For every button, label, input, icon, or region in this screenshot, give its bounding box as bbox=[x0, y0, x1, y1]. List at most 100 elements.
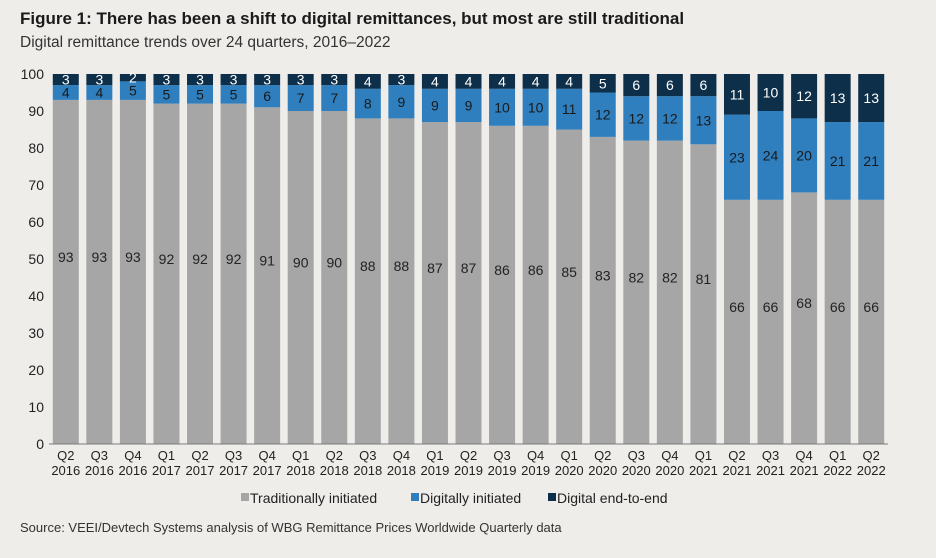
bar-segment-digital-initiated bbox=[187, 85, 214, 104]
bar-segment-digital-initiated bbox=[455, 88, 482, 123]
bar-segment-digital-initiated bbox=[287, 85, 314, 111]
bar-group: 90 7 3 bbox=[287, 72, 314, 444]
bar-segment-digital-e2e bbox=[824, 74, 851, 123]
bar-segment-digital-initiated bbox=[354, 88, 381, 119]
bar-segment-digital-initiated bbox=[858, 122, 885, 200]
x-tick-quarter: Q1 bbox=[829, 448, 846, 463]
bar-segment-digital-e2e bbox=[791, 74, 818, 119]
bar-segment-traditional bbox=[153, 103, 180, 444]
bar-group: 83 12 5 bbox=[589, 74, 616, 444]
bar-segment-digital-initiated bbox=[52, 85, 79, 100]
x-tick-quarter: Q1 bbox=[292, 448, 309, 463]
bar-segment-digital-initiated bbox=[321, 85, 348, 111]
data-label: 86 bbox=[528, 262, 544, 278]
bar-group: 82 12 6 bbox=[623, 74, 650, 444]
data-label: 7 bbox=[297, 90, 305, 106]
bar-segment-digital-e2e bbox=[656, 74, 683, 97]
data-label: 2 bbox=[129, 70, 137, 86]
x-tick-year: 2018 bbox=[353, 463, 382, 478]
data-label: 12 bbox=[629, 110, 645, 126]
y-tick-label: 30 bbox=[28, 325, 44, 341]
y-tick-label: 90 bbox=[28, 103, 44, 119]
bar-group: 91 63 bbox=[254, 72, 281, 445]
legend-swatch bbox=[241, 493, 249, 501]
data-label: 6 bbox=[666, 77, 674, 93]
data-label: 7 bbox=[330, 90, 338, 106]
x-tick-quarter: Q3 bbox=[762, 448, 779, 463]
data-label: 3 bbox=[330, 72, 338, 88]
bar-segment-digital-e2e bbox=[522, 74, 549, 89]
bar-segment-traditional bbox=[220, 103, 247, 444]
bar-segment-digital-e2e bbox=[455, 74, 482, 89]
bar-segment-digital-initiated bbox=[791, 118, 818, 193]
bar-group: 85 11 4 bbox=[556, 73, 583, 444]
x-tick-year: 2019 bbox=[420, 463, 449, 478]
data-label: 13 bbox=[696, 112, 712, 128]
data-label: 3 bbox=[163, 72, 171, 88]
data-label: 11 bbox=[562, 101, 577, 117]
bar-segment-traditional bbox=[354, 118, 381, 445]
y-tick-label: 40 bbox=[28, 288, 44, 304]
data-label: 12 bbox=[796, 88, 812, 104]
data-label: 93 bbox=[125, 249, 141, 265]
data-label: 6 bbox=[700, 77, 708, 93]
bar-group: 88 9 3 bbox=[388, 72, 415, 445]
data-label: 3 bbox=[297, 72, 305, 88]
data-label: 88 bbox=[360, 258, 376, 274]
bar-segment-digital-initiated bbox=[824, 122, 851, 200]
data-label: 4 bbox=[364, 73, 372, 89]
data-label: 82 bbox=[662, 269, 678, 285]
x-tick-year: 2017 bbox=[219, 463, 248, 478]
x-tick-year: 2019 bbox=[521, 463, 550, 478]
data-label: 3 bbox=[263, 72, 271, 88]
bar-segment-digital-e2e bbox=[187, 74, 214, 86]
bar-segment-traditional bbox=[421, 122, 448, 444]
data-label: 5 bbox=[163, 86, 171, 102]
bar-segment-traditional bbox=[388, 118, 415, 445]
data-label: 4 bbox=[565, 73, 573, 89]
data-label: 5 bbox=[196, 86, 204, 102]
bar-group: 68 20 12 bbox=[791, 74, 818, 444]
source-note: Source: VEEI/Devtech Systems analysis of… bbox=[20, 520, 562, 535]
data-label: 10 bbox=[763, 85, 779, 101]
x-tick-year: 2020 bbox=[588, 463, 617, 478]
data-label: 66 bbox=[863, 299, 879, 315]
bar-segment-digital-e2e bbox=[287, 74, 314, 86]
x-tick-year: 2016 bbox=[51, 463, 80, 478]
bar-segment-digital-initiated bbox=[153, 85, 180, 104]
x-tick-quarter: Q2 bbox=[191, 448, 208, 463]
x-tick-year: 2020 bbox=[655, 463, 684, 478]
bar-group: 66 21 13 bbox=[824, 74, 851, 444]
bar-segment-digital-e2e bbox=[858, 74, 885, 123]
data-label: 90 bbox=[293, 255, 309, 271]
legend-item: Digital end-to-end bbox=[548, 490, 668, 506]
data-label: 21 bbox=[863, 153, 879, 169]
x-tick-year: 2022 bbox=[857, 463, 886, 478]
x-tick-quarter: Q4 bbox=[258, 448, 275, 463]
x-tick-quarter: Q3 bbox=[359, 448, 376, 463]
data-label: 6 bbox=[632, 77, 640, 93]
y-tick-label: 20 bbox=[28, 362, 44, 378]
bar-segment-digital-initiated bbox=[388, 85, 415, 119]
data-label: 23 bbox=[729, 149, 745, 165]
legend-swatch bbox=[548, 493, 556, 501]
bar-segment-digital-e2e bbox=[52, 74, 79, 86]
bar-segment-traditional bbox=[791, 192, 818, 444]
x-tick-year: 2017 bbox=[152, 463, 181, 478]
bar-group: 93 43 bbox=[52, 72, 79, 445]
data-label: 21 bbox=[830, 153, 846, 169]
data-label: 13 bbox=[830, 90, 846, 106]
x-tick-year: 2016 bbox=[118, 463, 147, 478]
bar-segment-digital-e2e bbox=[321, 74, 348, 86]
bar-segment-traditional bbox=[52, 99, 79, 445]
bar-group: 81 13 6 bbox=[690, 74, 717, 445]
bar-segment-digital-initiated bbox=[656, 96, 683, 141]
x-tick-quarter: Q2 bbox=[728, 448, 745, 463]
data-label: 12 bbox=[595, 107, 611, 123]
bar-segment-digital-e2e bbox=[388, 74, 415, 86]
data-label: 5 bbox=[599, 75, 607, 91]
bar-segment-digital-e2e bbox=[153, 74, 180, 86]
bar-group: 66 21 13 bbox=[858, 74, 885, 444]
data-label: 93 bbox=[58, 249, 74, 265]
bar-group: 87 9 4 bbox=[421, 73, 448, 444]
